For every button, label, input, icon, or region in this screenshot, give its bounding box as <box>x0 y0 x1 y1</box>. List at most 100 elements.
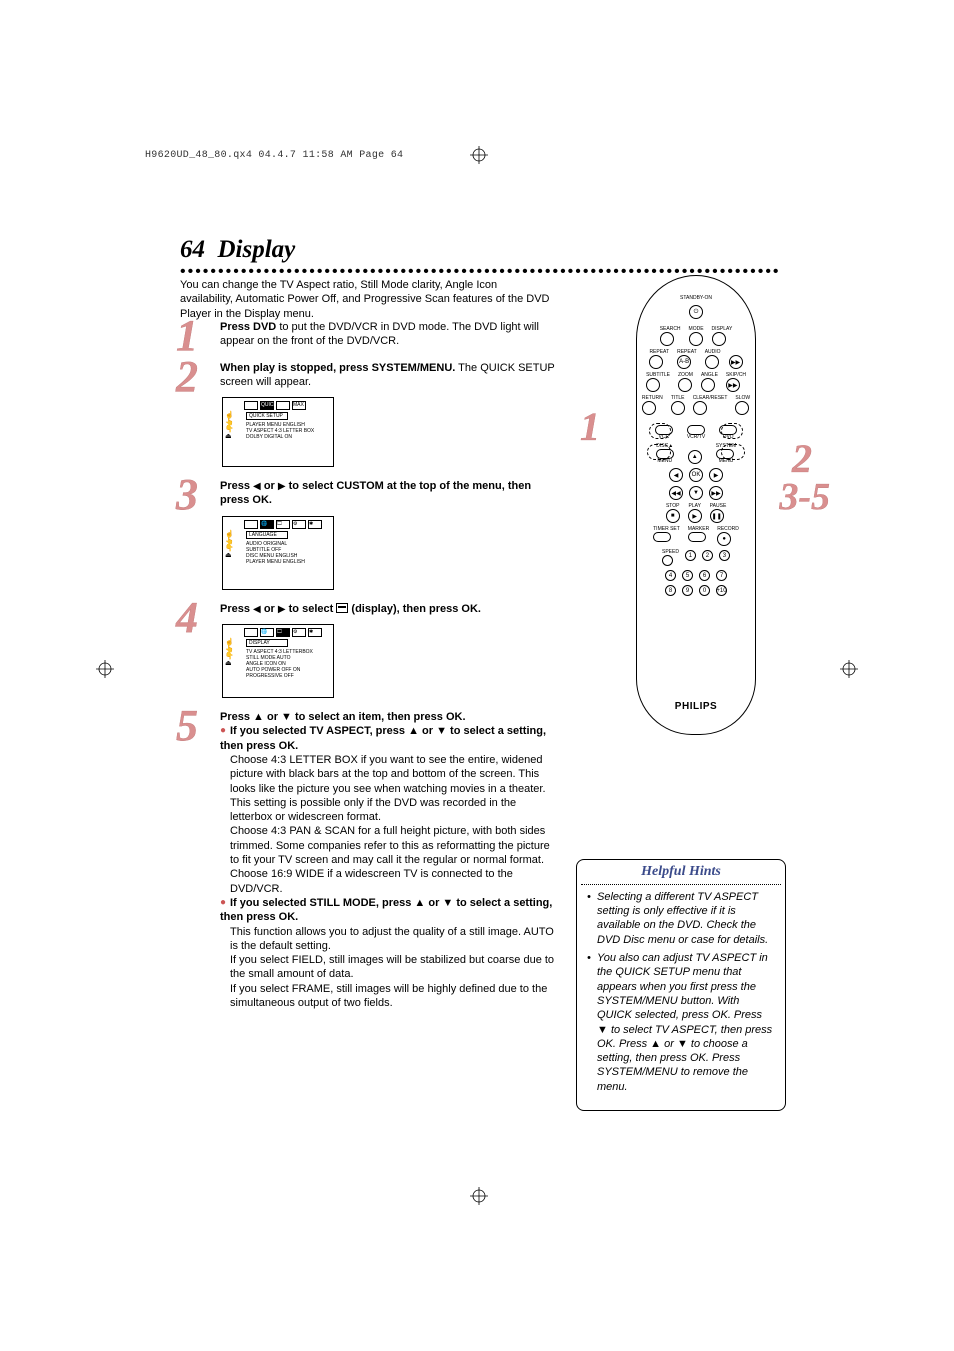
remote-number-button: 8 <box>665 585 676 596</box>
step-5-bullet2-bold: If you selected STILL MODE, press ▲ or ▼… <box>220 897 552 923</box>
step-1: 1 Press DVD to put the DVD/VCR in DVD mo… <box>178 320 558 349</box>
step-number: 5 <box>176 704 198 748</box>
remote-label: DISPLAY <box>712 327 733 332</box>
remote-number-button: 4 <box>665 570 676 581</box>
remote-play-button: ▶ <box>688 509 702 523</box>
remote-number-button: 5 <box>682 570 693 581</box>
step-2-lead: When play is stopped, press SYSTEM/MENU. <box>220 362 455 374</box>
remote-label: SPEED <box>662 550 679 555</box>
remote-label: TIMER SET <box>653 527 680 532</box>
remote-callout-1: 1 <box>580 403 600 450</box>
remote-number-button: +10 <box>716 585 727 596</box>
step-5-body: Choose 4:3 PAN & SCAN for a full height … <box>220 824 558 867</box>
helpful-hints-box: Helpful Hints Selecting a different TV A… <box>576 859 786 1111</box>
remote-label: STOP <box>666 504 680 509</box>
remote-up-button: ▲ <box>688 450 702 464</box>
remote-label: CLEAR/RESET <box>693 396 728 401</box>
bullet-icon: ● <box>220 724 230 737</box>
remote-pause-button: ❚❚ <box>710 509 724 523</box>
remote-label: PLAY <box>688 504 702 509</box>
power-button-icon: ⏻ <box>689 305 703 319</box>
remote-label: SKIP/CH <box>726 373 746 378</box>
step-1-lead: Press DVD <box>220 321 276 333</box>
remote-number-button: 7 <box>716 570 727 581</box>
remote-button <box>662 555 673 566</box>
step-number: 2 <box>176 355 198 399</box>
remote-number-button: 9 <box>682 585 693 596</box>
hints-item: You also can adjust TV ASPECT in the QUI… <box>587 951 775 1094</box>
remote-label: ANGLE <box>701 373 718 378</box>
remote-callout-35: 3-5 <box>779 475 830 519</box>
remote-label: SLOW <box>735 396 750 401</box>
step-3: 3 Press ◀ or ▶ to select CUSTOM at the t… <box>178 479 558 590</box>
remote-button <box>701 378 715 392</box>
remote-label: RECORD <box>717 527 739 532</box>
remote-highlight <box>721 444 745 460</box>
remote-button <box>653 532 671 542</box>
registration-mark-icon <box>470 1187 488 1205</box>
remote-button <box>671 401 685 415</box>
remote-number-button: 1 <box>685 550 696 561</box>
remote-right-button: ▶ <box>709 468 723 482</box>
step-5-body: If you select FRAME, still images will b… <box>220 982 558 1011</box>
print-header: H9620UD_48_80.qx4 04.4.7 11:58 AM Page 6… <box>145 150 403 161</box>
remote-label: RETURN <box>642 396 663 401</box>
remote-highlight <box>649 423 671 439</box>
remote-button: ▶▶ <box>729 355 743 369</box>
remote-label: VCR/TV <box>687 435 705 440</box>
remote-button <box>678 378 692 392</box>
remote-label: SEARCH <box>660 327 681 332</box>
remote-stop-button: ■ <box>666 509 680 523</box>
remote-button <box>705 355 719 369</box>
step-4: 4 Press ◀ or ▶ to select (display), then… <box>178 602 558 698</box>
intro-text: You can change the TV Aspect ratio, Stil… <box>180 278 550 321</box>
display-icon <box>336 603 348 613</box>
remote-left-button: ◀ <box>669 468 683 482</box>
remote-label: MARKER <box>688 527 709 532</box>
remote-body: STANDBY-ON ⏻ SEARCH MODE DISPLAY REPEAT … <box>636 275 756 735</box>
page-title-text: Display <box>218 236 296 263</box>
remote-brand: PHILIPS <box>637 701 755 712</box>
remote-button: A-B <box>677 355 691 369</box>
step-3-lead: Press ◀ or ▶ to select CUSTOM at the top… <box>220 480 531 506</box>
remote-down-button: ▼ <box>689 486 703 500</box>
remote-button <box>688 532 706 542</box>
bullet-icon: ● <box>220 896 230 909</box>
step-2: 2 When play is stopped, press SYSTEM/MEN… <box>178 361 558 468</box>
helpful-hints-title: Helpful Hints <box>577 860 785 884</box>
remote-number-button: 6 <box>699 570 710 581</box>
remote-label: STANDBY-ON <box>637 296 755 301</box>
remote-label: AUDIO <box>705 350 721 355</box>
remote-button <box>735 401 749 415</box>
remote-label: PAUSE <box>710 504 727 509</box>
remote-record-button: ● <box>717 532 731 546</box>
remote-button: ▶▶ <box>726 378 740 392</box>
remote-label: ZOOM <box>678 373 693 378</box>
remote-label: MODE <box>689 327 704 332</box>
registration-mark-icon <box>470 146 488 164</box>
remote-label: REPEAT <box>677 350 697 355</box>
step-5-header: Press ▲ or ▼ to select an item, then pre… <box>220 710 558 724</box>
hints-item: Selecting a different TV ASPECT setting … <box>587 890 775 947</box>
remote-button <box>642 401 656 415</box>
step-5: 5 Press ▲ or ▼ to select an item, then p… <box>178 710 558 1010</box>
screenshot-quick-setup: ☝👆👇⏏ QUICKMAX QUICK SETUP PLAYER MENU EN… <box>222 397 334 467</box>
registration-mark-icon <box>840 660 858 678</box>
remote-ok-button: OK <box>689 468 703 482</box>
remote-button <box>646 378 660 392</box>
remote-number-button: 2 <box>702 550 713 561</box>
page-number: 64 <box>180 236 205 263</box>
step-5-body: If you select FIELD, still images will b… <box>220 953 558 982</box>
remote-highlight <box>647 444 671 460</box>
remote-label: REPEAT <box>649 350 669 355</box>
screenshot-display: ☝👆👇⏏ 🌐🖵⚙✱ DISPLAY TV ASPECT 4:3 LETTERBO… <box>222 624 334 698</box>
step-number: 3 <box>176 473 198 517</box>
remote-button <box>689 332 703 346</box>
divider <box>581 884 781 885</box>
remote-button <box>693 401 707 415</box>
registration-mark-icon <box>96 660 114 678</box>
step-5-body: Choose 4:3 LETTER BOX if you want to see… <box>220 753 558 824</box>
remote-control-figure: 1 2 3-5 STANDBY-ON ⏻ SEARCH MODE DISPLAY… <box>606 275 786 750</box>
step-5-body: Choose 16:9 WIDE if a widescreen TV is c… <box>220 867 558 896</box>
remote-label: TITLE <box>671 396 685 401</box>
